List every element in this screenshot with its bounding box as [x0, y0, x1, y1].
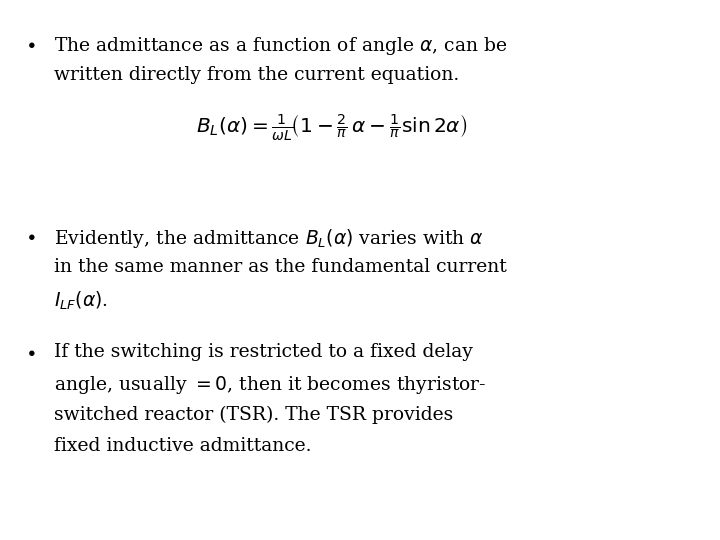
Text: in the same manner as the fundamental current: in the same manner as the fundamental cu…	[54, 258, 507, 276]
Text: angle, usually $=0$, then it becomes thyristor-: angle, usually $=0$, then it becomes thy…	[54, 374, 487, 396]
Text: fixed inductive admittance.: fixed inductive admittance.	[54, 437, 312, 455]
Text: $\bullet$: $\bullet$	[25, 343, 36, 361]
Text: Evidently, the admittance $B_L(\alpha)$ varies with $\alpha$: Evidently, the admittance $B_L(\alpha)$ …	[54, 227, 484, 250]
Text: $I_{LF}(\alpha)$.: $I_{LF}(\alpha)$.	[54, 289, 108, 312]
Text: $\bullet$: $\bullet$	[25, 35, 36, 53]
Text: switched reactor (TSR). The TSR provides: switched reactor (TSR). The TSR provides	[54, 406, 454, 424]
Text: $\bullet$: $\bullet$	[25, 227, 36, 245]
Text: If the switching is restricted to a fixed delay: If the switching is restricted to a fixe…	[54, 343, 473, 361]
Text: written directly from the current equation.: written directly from the current equati…	[54, 66, 459, 84]
Text: $B_L(\alpha) = \frac{1}{\omega L}\!\left(1 - \frac{2}{\pi}\,\alpha - \frac{1}{\p: $B_L(\alpha) = \frac{1}{\omega L}\!\left…	[196, 112, 467, 143]
Text: The admittance as a function of angle $\alpha$, can be: The admittance as a function of angle $\…	[54, 35, 508, 57]
